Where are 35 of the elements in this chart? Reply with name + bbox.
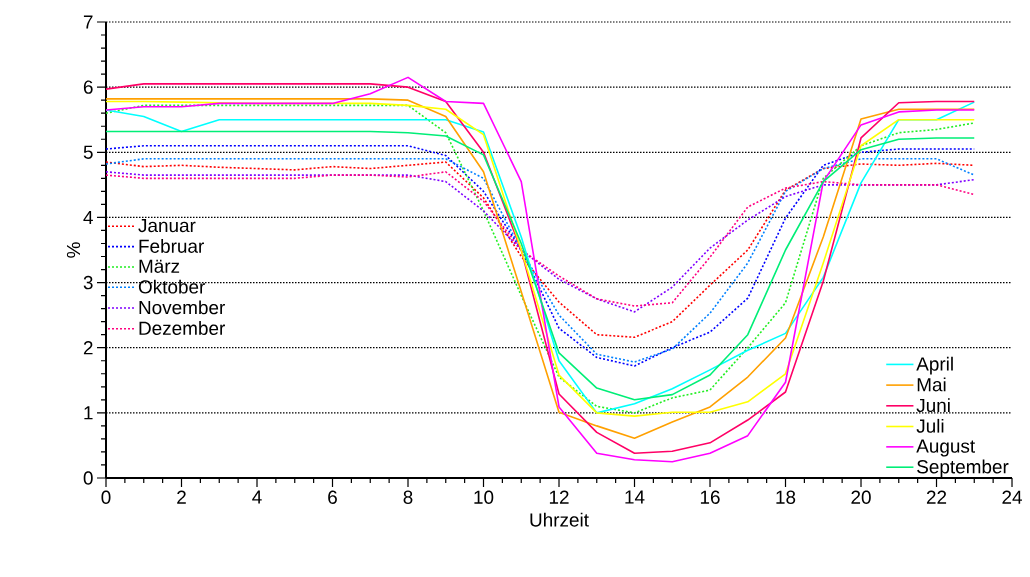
legend-label: März xyxy=(139,259,180,273)
legend-label: Februar xyxy=(139,238,204,253)
legend-label: Juni xyxy=(916,398,950,413)
legend-label: November xyxy=(139,300,225,315)
x-tick-label: 10 xyxy=(474,490,494,504)
x-tick-label: 22 xyxy=(926,490,947,504)
y-tick-label: 2 xyxy=(83,341,93,355)
y-tick-label: 0 xyxy=(83,471,93,485)
legend-label: Juli xyxy=(916,418,944,433)
x-tick-label: 6 xyxy=(328,490,337,504)
x-tick-label: 16 xyxy=(700,490,720,504)
legend-label: Januar xyxy=(138,219,196,233)
x-tick-label: 2 xyxy=(177,490,186,504)
x-tick-label: 4 xyxy=(252,490,262,504)
legend-label: September xyxy=(917,459,1009,478)
legend-label: August xyxy=(916,439,976,457)
x-tick-label: 14 xyxy=(625,490,645,504)
x-tick-label: 0 xyxy=(101,490,111,504)
y-axis-title: % xyxy=(66,242,81,258)
legend-label: Oktober xyxy=(138,279,206,294)
y-tick-label: 5 xyxy=(83,145,93,159)
legend-label: Dezember xyxy=(139,321,225,335)
y-tick-label: 4 xyxy=(83,210,93,224)
x-axis-title: Uhrzeit xyxy=(530,512,589,527)
x-tick-label: 20 xyxy=(851,490,871,504)
y-tick-label: 7 xyxy=(83,15,93,29)
x-tick-label: 8 xyxy=(403,490,413,504)
x-tick-label: 18 xyxy=(776,490,796,504)
x-tick-label: 24 xyxy=(1002,490,1022,504)
y-tick-label: 6 xyxy=(83,80,93,94)
x-tick-label: 12 xyxy=(549,490,569,504)
y-tick-label: 3 xyxy=(83,275,93,290)
legend-label: Mai xyxy=(917,377,946,392)
legend-label: April xyxy=(916,356,953,375)
y-tick-label: 1 xyxy=(84,406,93,420)
